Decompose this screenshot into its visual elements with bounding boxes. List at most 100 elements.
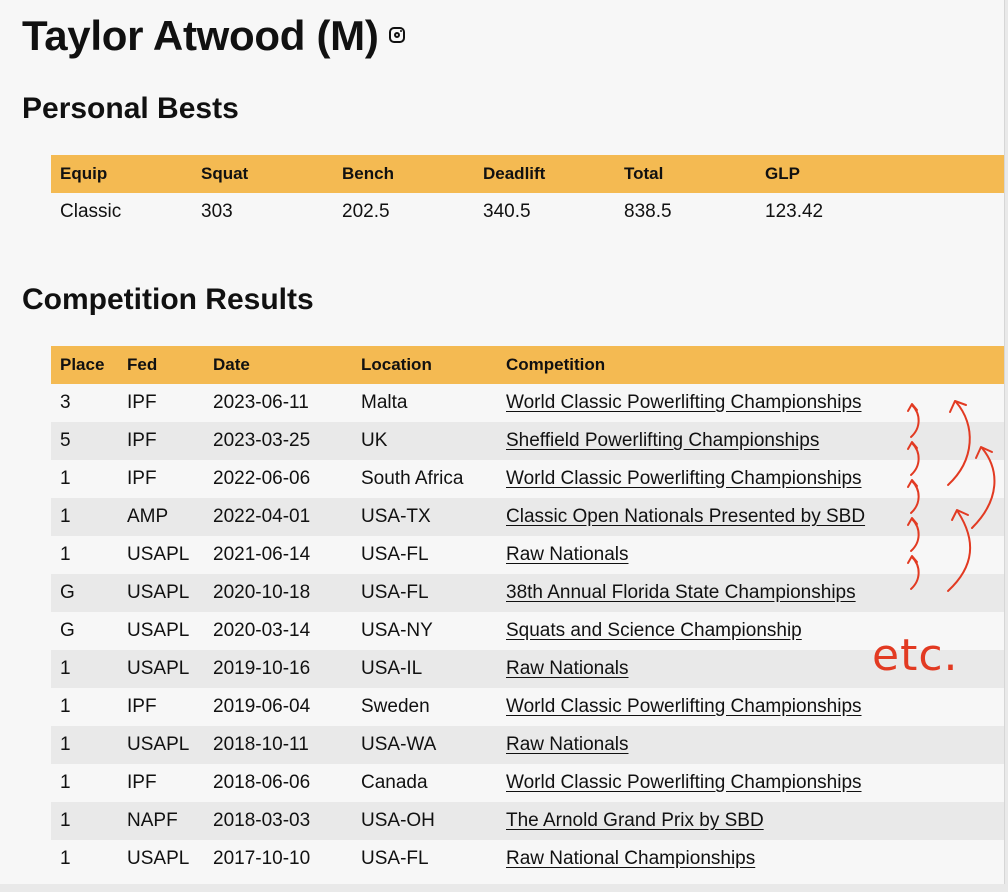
- cell-fed: NAPF: [118, 802, 204, 840]
- column-header-deadlift: Deadlift: [474, 155, 615, 193]
- cell-date: 2020-03-14: [204, 612, 352, 650]
- cell-place: 1: [51, 764, 118, 802]
- column-header-glp: GLP: [756, 155, 1004, 193]
- pb-squat: 303: [201, 201, 233, 222]
- competition-link[interactable]: World Classic Powerlifting Championships: [506, 772, 862, 793]
- table-row: 1 IPF 2022-06-06 South Africa World Classic …: [51, 460, 1004, 498]
- cell-place: G: [51, 574, 118, 612]
- competition-link[interactable]: Raw Nationals: [506, 734, 629, 755]
- table-row: 1 USAPL 2021-06-14 USA-FL Raw Nationals: [51, 536, 1004, 574]
- cell-location: USA-FL: [352, 840, 497, 878]
- personal-bests-header-row: Equip Squat Bench Deadlift Total GLP: [51, 155, 1004, 193]
- column-header-squat: Squat: [192, 155, 333, 193]
- cell-date: 2022-04-01: [204, 498, 352, 536]
- cell-fed: USAPL: [118, 650, 204, 688]
- competition-link[interactable]: The Arnold Grand Prix by SBD: [506, 810, 764, 831]
- column-header-bench: Bench: [333, 155, 474, 193]
- column-header-date: Date: [204, 346, 352, 384]
- cell-date: 2023-03-25: [204, 422, 352, 460]
- cell-fed: USAPL: [118, 726, 204, 764]
- cell-competition: Raw Nationals: [497, 650, 1004, 688]
- table-row: 1 USAPL 2019-10-16 USA-IL Raw Nationals: [51, 650, 1004, 688]
- cell-place: 1: [51, 726, 118, 764]
- cell-place: G: [51, 612, 118, 650]
- cell-location: Sweden: [352, 688, 497, 726]
- cell-fed: IPF: [118, 688, 204, 726]
- table-row: Classic 303 202.5 340.5 838.5 123.42: [51, 193, 1004, 231]
- cell-competition: World Classic Powerlifting Championships: [497, 460, 1004, 498]
- cell-place: 1: [51, 688, 118, 726]
- table-row: 3 IPF 2023-06-11 Malta World Classic Powerli…: [51, 384, 1004, 422]
- cell-fed: AMP: [118, 498, 204, 536]
- personal-bests-title: Personal Bests: [22, 92, 239, 125]
- cell-fed: IPF: [118, 764, 204, 802]
- pb-bench: 202.5: [342, 201, 390, 222]
- table-row: 1 AMP 2022-04-01 USA-TX Classic Open Nationa…: [51, 498, 1004, 536]
- column-header-total: Total: [615, 155, 756, 193]
- competition-link[interactable]: World Classic Powerlifting Championships: [506, 468, 862, 489]
- cell-date: 2019-10-16: [204, 650, 352, 688]
- table-row: 1 NAPF 2018-03-03 USA-OH The Arnold Grand Pr…: [51, 802, 1004, 840]
- table-row: G USAPL 2020-10-18 USA-FL 38th Annual Florid…: [51, 574, 1004, 612]
- cell-place: 1: [51, 650, 118, 688]
- cell-location: USA-OH: [352, 802, 497, 840]
- column-header-place: Place: [51, 346, 118, 384]
- cell-competition: Raw Nationals: [497, 536, 1004, 574]
- instagram-icon[interactable]: [388, 26, 405, 43]
- cell-location: Canada: [352, 764, 497, 802]
- cell-place: 3: [51, 384, 118, 422]
- cell-location: Malta: [352, 384, 497, 422]
- cell-date: 2018-03-03: [204, 802, 352, 840]
- competition-link[interactable]: World Classic Powerlifting Championships: [506, 392, 862, 413]
- cell-place: 1: [51, 460, 118, 498]
- competition-link[interactable]: World Classic Powerlifting Championships: [506, 696, 862, 717]
- cell-competition: Raw National Championships: [497, 840, 1004, 878]
- competition-link[interactable]: Squats and Science Championship: [506, 620, 802, 641]
- cell-location: USA-WA: [352, 726, 497, 764]
- cell-date: 2023-06-11: [204, 384, 352, 422]
- cell-fed: USAPL: [118, 840, 204, 878]
- cell-competition: World Classic Powerlifting Championships: [497, 384, 1004, 422]
- pb-deadlift: 340.5: [483, 201, 531, 222]
- column-header-competition: Competition: [497, 346, 1004, 384]
- column-header-equip: Equip: [51, 155, 192, 193]
- cell-date: 2018-10-11: [204, 726, 352, 764]
- competition-link[interactable]: Raw Nationals: [506, 658, 629, 679]
- cell-place: 1: [51, 498, 118, 536]
- cell-location: UK: [352, 422, 497, 460]
- cell-competition: Sheffield Powerlifting Championships: [497, 422, 1004, 460]
- cell-location: USA-TX: [352, 498, 497, 536]
- competition-link[interactable]: Raw National Championships: [506, 848, 756, 869]
- cell-competition: World Classic Powerlifting Championships: [497, 764, 1004, 802]
- cell-place: 1: [51, 536, 118, 574]
- cell-place: 1: [51, 802, 118, 840]
- athlete-header: Taylor Atwood (M): [22, 10, 405, 62]
- competition-link[interactable]: Classic Open Nationals Presented by SBD: [506, 506, 866, 527]
- cell-fed: IPF: [118, 422, 204, 460]
- cell-competition: Classic Open Nationals Presented by SBD: [497, 498, 1004, 536]
- cell-place: 1: [51, 840, 118, 878]
- competition-link[interactable]: Sheffield Powerlifting Championships: [506, 430, 820, 451]
- cell-fed: IPF: [118, 384, 204, 422]
- cell-date: 2021-06-14: [204, 536, 352, 574]
- competition-link[interactable]: Raw Nationals: [506, 544, 629, 565]
- cell-fed: USAPL: [118, 536, 204, 574]
- cell-location: USA-NY: [352, 612, 497, 650]
- cell-date: 2020-10-18: [204, 574, 352, 612]
- cell-date: 2022-06-06: [204, 460, 352, 498]
- pb-glp: 123.42: [765, 201, 824, 222]
- etc-annotation: etc.: [872, 630, 959, 681]
- cell-date: 2019-06-04: [204, 688, 352, 726]
- cell-location: USA-FL: [352, 574, 497, 612]
- table-row: 1 IPF 2018-06-06 Canada World Classic Powerl…: [51, 764, 1004, 802]
- competition-header-row: Place Fed Date Location Competition: [51, 346, 1004, 384]
- table-row: G USAPL 2020-03-14 USA-NY Squats and Science…: [51, 612, 1004, 650]
- cell-competition: World Classic Powerlifting Championships: [497, 688, 1004, 726]
- cell-fed: IPF: [118, 460, 204, 498]
- competition-results-body: 3 IPF 2023-06-11 Malta World Classic Powerli…: [51, 384, 1004, 878]
- pb-total: 838.5: [624, 201, 672, 222]
- competition-link[interactable]: 38th Annual Florida State Championships: [506, 582, 856, 603]
- personal-bests-table: Equip Squat Bench Deadlift Total GLP Cla…: [51, 155, 1004, 231]
- column-header-location: Location: [352, 346, 497, 384]
